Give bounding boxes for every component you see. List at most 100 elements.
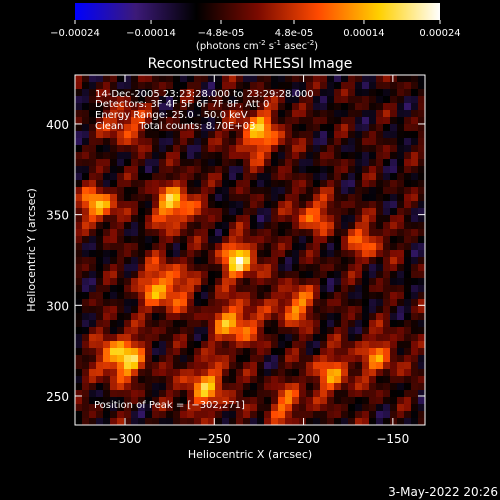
heatmap-cell (341, 264, 349, 272)
heatmap-cell (383, 117, 391, 125)
heatmap-cell (404, 320, 412, 328)
heatmap-cell (313, 278, 321, 286)
heatmap-cell (96, 89, 104, 97)
heatmap-cell (201, 341, 209, 349)
heatmap-cell (348, 75, 356, 83)
heatmap-cell (96, 117, 104, 125)
heatmap-cell (75, 334, 83, 342)
heatmap-cell (180, 131, 188, 139)
heatmap-cell (418, 306, 426, 314)
heatmap-cell (299, 145, 307, 153)
heatmap-cell (278, 124, 286, 132)
heatmap-cell (166, 75, 174, 83)
heatmap-cell (285, 75, 293, 83)
heatmap-cell (96, 306, 104, 314)
heatmap-cell (201, 194, 209, 202)
heatmap-cell (117, 383, 125, 391)
heatmap-cell (159, 404, 167, 412)
heatmap-cell (257, 243, 265, 251)
heatmap-cell (173, 376, 181, 384)
heatmap-cell (110, 397, 118, 405)
heatmap-cell (250, 313, 258, 321)
heatmap-cell (82, 215, 90, 223)
heatmap-cell (271, 215, 279, 223)
heatmap-cell (236, 306, 244, 314)
heatmap-cell (271, 138, 279, 146)
heatmap-cell (355, 117, 363, 125)
timestamp: 3-May-2022 20:26 (388, 485, 498, 499)
heatmap-cell (341, 257, 349, 265)
heatmap-cell (229, 355, 237, 363)
heatmap-cell (187, 341, 195, 349)
heatmap-cell (208, 264, 216, 272)
heatmap-cell (257, 362, 265, 370)
heatmap-cell (376, 313, 384, 321)
heatmap-cell (180, 138, 188, 146)
heatmap-cell (215, 152, 223, 160)
heatmap-cell (411, 229, 419, 237)
heatmap-cell (89, 285, 97, 293)
heatmap-cell (313, 117, 321, 125)
heatmap-cell (187, 369, 195, 377)
heatmap-cell (117, 369, 125, 377)
heatmap-cell (348, 82, 356, 90)
heatmap-cell (180, 390, 188, 398)
heatmap-cell (299, 362, 307, 370)
heatmap-cell (404, 327, 412, 335)
heatmap-cell (397, 348, 405, 356)
heatmap-cell (292, 348, 300, 356)
heatmap-cell (96, 341, 104, 349)
heatmap-cell (404, 355, 412, 363)
heatmap-cell (383, 194, 391, 202)
heatmap-cell (103, 208, 111, 216)
heatmap-cell (159, 250, 167, 258)
heatmap-cell (348, 180, 356, 188)
heatmap-cell (152, 418, 160, 426)
heatmap-cell (376, 145, 384, 153)
heatmap-cell (229, 152, 237, 160)
heatmap-cell (292, 173, 300, 181)
heatmap-cell (271, 236, 279, 244)
heatmap-cell (187, 187, 195, 195)
heatmap-cell (152, 152, 160, 160)
heatmap-cell (369, 243, 377, 251)
heatmap-cell (292, 250, 300, 258)
heatmap-cell (355, 201, 363, 209)
heatmap-cell (243, 159, 251, 167)
heatmap-cell (313, 89, 321, 97)
heatmap-cell (159, 180, 167, 188)
heatmap-cell (327, 285, 335, 293)
heatmap-cell (355, 159, 363, 167)
heatmap-cell (257, 138, 265, 146)
heatmap-cell (369, 96, 377, 104)
heatmap-cell (369, 215, 377, 223)
heatmap-cell (376, 117, 384, 125)
heatmap-cell (222, 138, 230, 146)
heatmap-cell (131, 131, 139, 139)
heatmap-cell (383, 236, 391, 244)
heatmap-cell (138, 194, 146, 202)
heatmap-cell (194, 278, 202, 286)
heatmap-cell (131, 292, 139, 300)
heatmap-cell (138, 250, 146, 258)
heatmap-cell (320, 131, 328, 139)
heatmap-cell (418, 355, 426, 363)
heatmap-cell (285, 285, 293, 293)
heatmap-cell (117, 117, 125, 125)
heatmap-cell (159, 215, 167, 223)
heatmap-cell (173, 299, 181, 307)
heatmap-cell (117, 187, 125, 195)
heatmap-cell (369, 250, 377, 258)
heatmap-cell (187, 180, 195, 188)
heatmap-cell (159, 362, 167, 370)
heatmap-cell (271, 222, 279, 230)
heatmap-cell (166, 292, 174, 300)
heatmap-cell (355, 208, 363, 216)
heatmap-cell (131, 320, 139, 328)
heatmap-cell (362, 292, 370, 300)
heatmap-cell (299, 369, 307, 377)
heatmap-cell (341, 348, 349, 356)
heatmap-cell (215, 117, 223, 125)
heatmap-cell (362, 285, 370, 293)
